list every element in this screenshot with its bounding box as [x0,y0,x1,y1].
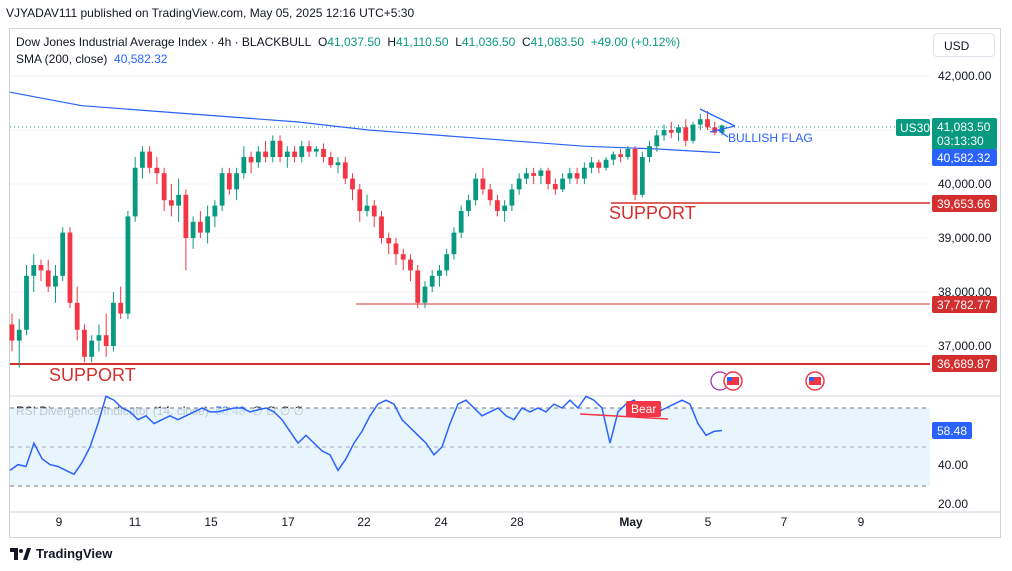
high-value: 41,110.50 [396,35,449,49]
low-label: L [455,35,462,49]
high-label: H [387,35,397,49]
brand-text: TradingView [36,546,113,561]
tradingview-logo-icon [10,547,31,560]
chart-frame[interactable] [9,28,1001,538]
rsi-legend-label: RSI Divergence Indicator (14, close) [16,404,209,418]
close-label: C [521,35,531,49]
low-value: 41,036.50 [461,35,516,49]
change-value: +49.00 (+0.12%) [590,35,681,49]
sma-label: SMA (200, close) [16,52,108,66]
sma-value: 40,582.32 [114,52,168,66]
close-value: 41,083.50 [530,35,585,49]
symbol-title: Dow Jones Industrial Average Index · 4h … [16,35,312,49]
tradingview-brand[interactable]: TradingView [10,546,112,561]
symbol-legend[interactable]: Dow Jones Industrial Average Index · 4h … [16,35,680,49]
open-value: 41,037.50 [327,35,381,49]
open-label: O [317,35,328,49]
publisher-line: VJYADAV111 published on TradingView.com,… [6,6,415,20]
currency-button[interactable]: USD [933,33,995,57]
rsi-legend[interactable]: RSI Divergence Indicator (14, close) 58.… [16,404,304,418]
rsi-legend-value: 58.48 [215,404,246,418]
rsi-legend-placeholders: ∅ ∅ ∅ ∅ [252,404,304,418]
sma-legend[interactable]: SMA (200, close) 40,582.32 [16,52,167,66]
